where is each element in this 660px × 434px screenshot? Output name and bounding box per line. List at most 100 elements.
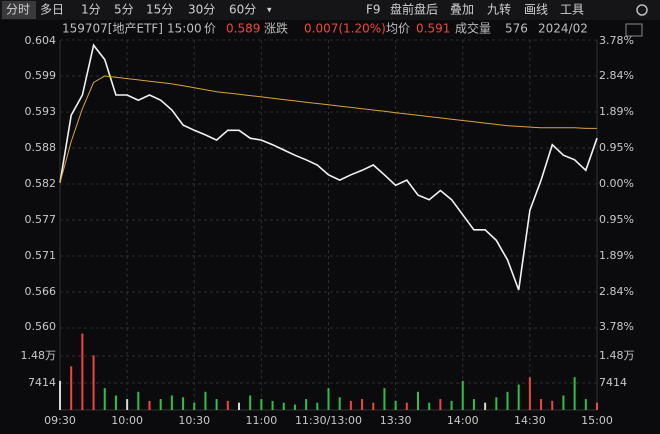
y2-tick-label: 3.78%	[599, 320, 634, 333]
x-tick-label: 14:00	[447, 414, 479, 427]
volume-bar	[562, 395, 565, 410]
x-tick-label: 13:30	[380, 414, 412, 427]
change: 0.007(1.20%)	[304, 22, 386, 36]
volume-tick-label: 1.48万	[21, 349, 57, 362]
tool[interactable]: 画线	[524, 3, 548, 17]
tool[interactable]: 叠加	[450, 3, 474, 17]
volume-bar	[271, 400, 274, 410]
y-tick-label: 0.577	[25, 213, 57, 226]
volume-bar	[439, 399, 442, 410]
volume-bar	[215, 399, 218, 410]
volume-bar	[305, 399, 308, 410]
volume-bar	[484, 402, 487, 410]
x-tick-label: 09:30	[44, 414, 76, 427]
volume-bar	[316, 402, 319, 410]
volume-bar	[148, 400, 151, 410]
date: 2024/02	[538, 22, 588, 36]
volume-bar	[249, 395, 252, 410]
volume-bar	[226, 400, 229, 410]
settings-icon[interactable]	[636, 4, 648, 16]
y-tick-label: 0.604	[25, 34, 57, 47]
tab[interactable]: 15分	[146, 3, 173, 17]
tool[interactable]: 盘前盘后	[390, 2, 438, 17]
volume-bar	[293, 404, 296, 410]
volume-bar	[584, 399, 587, 410]
y2-tick-label: 2.84%	[599, 285, 634, 298]
volume-bar	[170, 395, 173, 410]
tool[interactable]: 九转	[487, 2, 511, 17]
volume-bar	[405, 402, 408, 410]
volume-bar	[495, 397, 498, 410]
volume-bar	[81, 333, 84, 410]
x-tick-label: 15:00	[581, 414, 613, 427]
volume-bar	[551, 400, 554, 410]
x-tick-label: 11:00	[246, 414, 278, 427]
volume-bar	[282, 402, 285, 410]
y-tick-label: 0.588	[25, 141, 57, 154]
series-line	[59, 75, 597, 183]
tab[interactable]: 多日	[40, 3, 64, 17]
y2-tick-label: 1.89%	[599, 249, 634, 262]
y-tick-label: 0.571	[25, 249, 57, 262]
y-tick-label: 0.582	[25, 177, 57, 190]
y2-tick-label: 0.95%	[599, 213, 634, 226]
volume-bar	[349, 400, 352, 410]
tab[interactable]: 30分	[188, 3, 215, 17]
tool[interactable]: 工具	[560, 3, 584, 17]
tab[interactable]: 5分	[114, 3, 134, 17]
x-tick-label: 10:30	[178, 414, 210, 427]
tab[interactable]: 分时	[6, 3, 30, 17]
series-line	[59, 43, 598, 291]
x-tick-label: 11:30/13:00	[295, 414, 362, 427]
volume-label: 成交量	[455, 21, 491, 36]
volume-bar	[528, 377, 531, 410]
volume-bar	[137, 391, 140, 410]
volume-bar	[92, 355, 95, 410]
volume-bar	[103, 388, 106, 410]
wp-icon[interactable]	[625, 23, 643, 37]
volume-bar	[159, 399, 162, 410]
avg-label: 均价	[386, 22, 410, 36]
price: 0.589	[226, 22, 260, 36]
volume-tick-label: 1.48万	[599, 349, 635, 362]
price-label: 价	[204, 22, 216, 36]
tab[interactable]: 60分	[229, 3, 256, 17]
volume-bar	[361, 399, 364, 410]
volume-bar	[506, 391, 509, 410]
change-label: 涨跌	[264, 21, 288, 36]
volume-bar	[182, 397, 185, 410]
tab[interactable]: 1分	[81, 3, 101, 17]
active-tab	[2, 1, 36, 19]
volume-bar	[260, 399, 263, 410]
volume: 576	[505, 22, 528, 36]
x-tick-label: 14:30	[514, 414, 546, 427]
volume-bar	[204, 391, 207, 410]
volume-bar	[450, 400, 453, 410]
volume-tick-label: 7414	[599, 376, 627, 389]
volume-bar	[238, 402, 240, 410]
volume-bar	[193, 402, 196, 410]
y2-tick-label: 2.84%	[599, 69, 634, 82]
volume-bar	[372, 402, 375, 410]
volume-bar	[383, 388, 386, 410]
y2-tick-label: 0.00%	[599, 177, 634, 190]
dropdown-icon[interactable]: ▾	[267, 6, 272, 16]
volume-bar	[461, 380, 464, 410]
volume-bar	[338, 397, 341, 410]
x-tick-label: 10:00	[111, 414, 143, 427]
volume-bar	[126, 399, 129, 410]
code: 159707[地产ETF]	[62, 22, 163, 36]
volume-bar	[114, 395, 117, 410]
tool[interactable]: F9	[366, 3, 381, 17]
volume-bar	[417, 391, 419, 410]
y2-tick-label: 0.95%	[599, 141, 634, 154]
volume-bar	[596, 402, 598, 410]
volume-bar	[472, 399, 475, 410]
volume-bar	[394, 400, 397, 410]
volume-bar	[517, 384, 520, 410]
volume-tick-label: 7414	[28, 376, 56, 389]
avg: 0.591	[416, 22, 450, 36]
volume-bar	[70, 366, 73, 410]
volume-bar	[428, 402, 431, 410]
